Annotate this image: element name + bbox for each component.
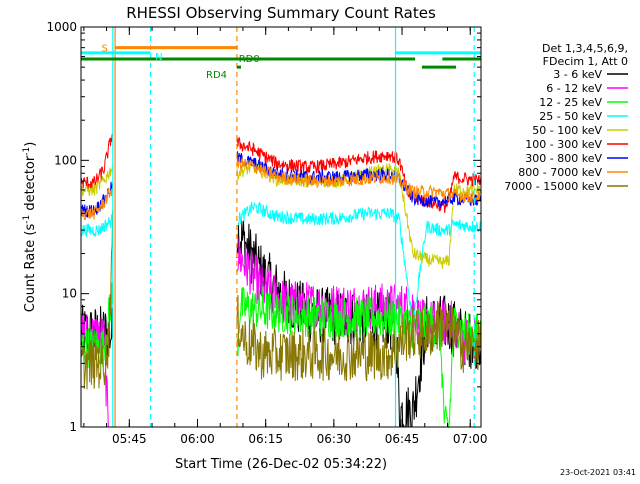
series-line-5-seg-0 xyxy=(80,133,113,189)
legend-entry-label-4: 50 - 100 keV xyxy=(532,124,602,137)
y-axis-label-tail: detector xyxy=(23,155,38,215)
legend-entry-label-3: 25 - 50 keV xyxy=(539,110,602,123)
y-axis-label-sup-1: -1 xyxy=(22,215,32,224)
series-line-3-seg-0 xyxy=(80,213,114,238)
y-tick-label-0: 1 xyxy=(69,420,77,434)
plot-frame xyxy=(80,26,482,428)
axes: 1 10 100 1000 05:45 06:00 06:15 06:30 06:45 07:00 xyxy=(46,20,487,446)
y-axis-label-close: ) xyxy=(23,142,38,147)
legend-entry-label-2: 12 - 25 keV xyxy=(539,96,602,109)
y-tick-label-2: 100 xyxy=(54,153,77,167)
legend-entry-label-8: 7000 - 15000 keV xyxy=(504,180,602,193)
y-tick-label-3: 1000 xyxy=(46,20,77,34)
y-axis-label-main: Count Rate (s xyxy=(23,224,38,313)
x-tick-label-0: 05:45 xyxy=(112,432,147,446)
legend-entry-label-0: 3 - 6 keV xyxy=(553,68,602,81)
plot-area: S N RD0 RD4 xyxy=(80,27,482,429)
x-tick-label-4: 06:45 xyxy=(385,432,420,446)
y-axis-label-sup-2: -1 xyxy=(22,147,32,156)
y-axis-label: Count Rate (s-1 detector-1) xyxy=(22,142,38,313)
chart-text: RHESSI Observing Summary Count Rates Star… xyxy=(22,4,636,477)
flag-label-n: N xyxy=(155,52,162,63)
series-line-2-seg-0 xyxy=(80,282,114,369)
flag-label-rd0: RD0 xyxy=(239,54,260,65)
series-line-7-seg-0 xyxy=(80,187,113,221)
flag-label-rd4: RD4 xyxy=(206,70,227,81)
flag-label-s: S xyxy=(101,44,107,55)
x-tick-label-5: 07:00 xyxy=(453,432,488,446)
legend-header-0: Det 1,3,4,5,6,9, xyxy=(542,42,628,55)
series-line-8-seg-1 xyxy=(236,294,482,382)
x-tick-label-3: 06:30 xyxy=(317,432,352,446)
chart-title: RHESSI Observing Summary Count Rates xyxy=(126,4,436,22)
legend-entry-label-6: 300 - 800 keV xyxy=(525,152,602,165)
y-tick-label-1: 10 xyxy=(62,287,77,301)
series-line-3-seg-1 xyxy=(236,200,482,324)
legend-entry-label-5: 100 - 300 keV xyxy=(525,138,602,151)
series-line-7-seg-1 xyxy=(236,156,482,204)
legend: Det 1,3,4,5,6,9,FDecim 1, Att 03 - 6 keV… xyxy=(504,42,628,193)
x-axis-label: Start Time (26-Dec-02 05:34:22) xyxy=(175,457,387,472)
x-tick-label-2: 06:15 xyxy=(248,432,283,446)
legend-entry-label-7: 800 - 7000 keV xyxy=(518,166,602,179)
legend-entry-label-1: 6 - 12 keV xyxy=(546,82,602,95)
series-line-8-seg-0 xyxy=(80,210,114,390)
x-tick-label-1: 06:00 xyxy=(180,432,215,446)
timestamp: 23-Oct-2021 03:41 xyxy=(560,468,636,477)
legend-header-1: FDecim 1, Att 0 xyxy=(543,55,628,68)
